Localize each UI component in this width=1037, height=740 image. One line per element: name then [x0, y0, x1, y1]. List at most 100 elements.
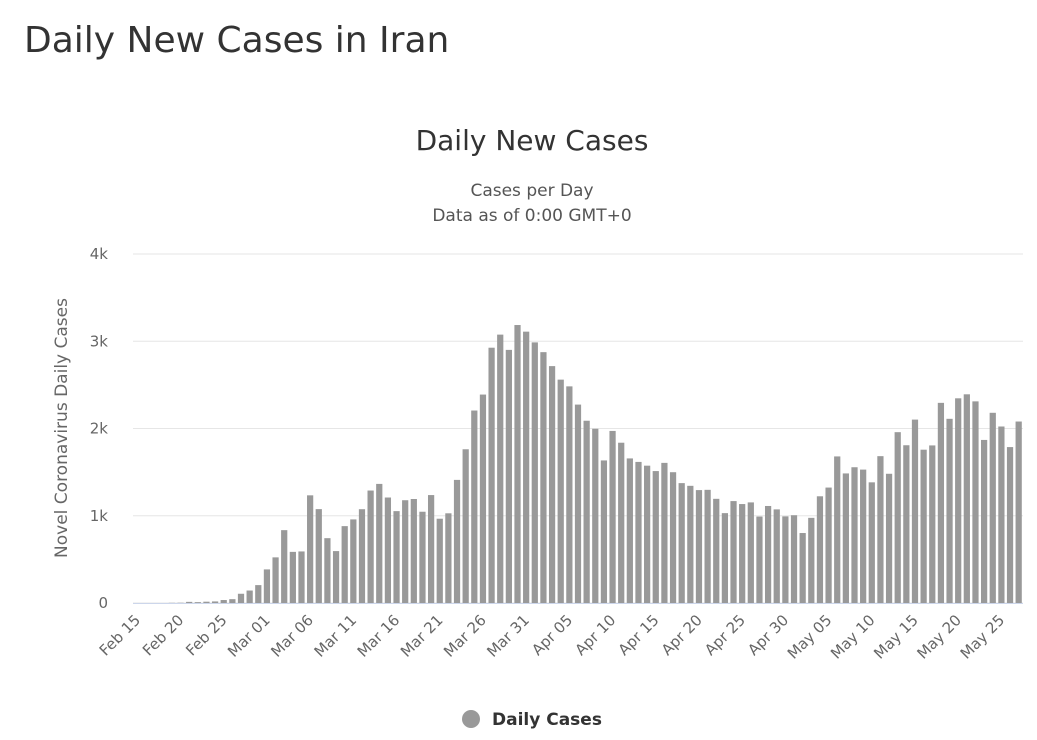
bar: [540, 352, 547, 603]
bar: [514, 325, 521, 603]
bar: [652, 471, 659, 603]
x-tick-label: Apr 10: [571, 611, 619, 659]
chart-title: Daily New Cases: [416, 124, 649, 157]
x-tick-label: May 15: [870, 611, 922, 663]
bar: [367, 490, 374, 603]
bar: [739, 504, 746, 603]
bar: [315, 509, 322, 603]
bar: [618, 442, 625, 603]
x-tick-label: Mar 26: [440, 611, 490, 661]
bar: [531, 342, 538, 603]
bar: [358, 509, 366, 603]
bar: [842, 473, 849, 603]
bar: [548, 366, 556, 603]
bar: [989, 412, 996, 603]
y-tick-label: 0: [98, 594, 108, 612]
bar: [376, 483, 383, 603]
legend-marker: [462, 710, 480, 728]
legend-label: Daily Cases: [492, 710, 602, 730]
bar: [929, 445, 936, 603]
bar: [497, 334, 504, 603]
bar: [687, 485, 694, 603]
x-tick-label: Feb 20: [139, 611, 187, 659]
bar: [255, 585, 262, 603]
x-tick-label: Feb 25: [182, 611, 230, 659]
bar: [669, 472, 677, 603]
x-tick-label: Apr 15: [615, 611, 663, 659]
bar: [1015, 421, 1022, 603]
x-tick-label: May 20: [913, 611, 965, 663]
x-tick-label: Mar 11: [311, 611, 361, 661]
subtitle: Data as of 0:00 GMT+0: [432, 206, 631, 226]
bar: [894, 432, 901, 603]
x-tick-label: Mar 16: [354, 611, 404, 661]
bar: [678, 483, 685, 603]
bar: [505, 349, 512, 603]
x-tick-label: Mar 01: [224, 611, 274, 661]
bar: [427, 495, 435, 603]
bar: [583, 420, 590, 603]
bar: [972, 401, 979, 603]
x-tick-label: Apr 05: [528, 611, 576, 659]
bar: [203, 601, 210, 603]
bar: [566, 386, 573, 603]
bar: [730, 501, 737, 603]
bar: [263, 569, 271, 603]
bar: [773, 509, 780, 603]
bar: [211, 601, 219, 603]
x-tick-label: Mar 06: [267, 611, 317, 661]
bar: [903, 445, 910, 603]
bar: [721, 513, 729, 603]
bar: [764, 505, 772, 603]
bar: [341, 526, 348, 603]
bar: [609, 430, 616, 603]
bar: [937, 402, 945, 603]
bar: [704, 489, 711, 603]
x-tick-label: May 25: [957, 611, 1009, 663]
bar: [557, 379, 564, 603]
y-tick-label: 4k: [90, 245, 109, 263]
bar: [462, 449, 469, 603]
bar: [920, 449, 927, 603]
bar: [1006, 447, 1014, 603]
bar: [790, 515, 798, 603]
bar: [981, 439, 988, 603]
bar: [877, 456, 884, 603]
x-tick-label: Apr 20: [658, 611, 706, 659]
bar: [799, 533, 806, 603]
bar: [436, 518, 443, 603]
y-tick-label: 2k: [90, 420, 109, 438]
bar: [626, 458, 633, 603]
bar: [488, 347, 495, 603]
bar: [393, 511, 400, 603]
bar: [410, 498, 417, 603]
y-tick-label: 1k: [90, 507, 109, 525]
bar: [445, 513, 452, 603]
y-axis-label: Novel Coronavirus Daily Cases: [52, 298, 72, 558]
bar: [332, 551, 340, 603]
bar: [851, 467, 858, 603]
bar: [635, 461, 642, 603]
bar: [756, 516, 763, 603]
bar: [747, 502, 754, 603]
bar: [419, 511, 426, 603]
page-title: Daily New Cases in Iran: [24, 20, 449, 61]
bar: [324, 538, 331, 603]
bar: [523, 331, 530, 603]
x-tick-label: May 05: [784, 611, 836, 663]
bar: [644, 465, 651, 603]
y-tick-label: 3k: [90, 332, 109, 350]
bar: [384, 497, 392, 603]
bar: [453, 479, 461, 603]
bar: [955, 398, 962, 603]
bar: [782, 516, 789, 603]
bar: [825, 487, 832, 603]
bar: [246, 590, 253, 603]
bar: [289, 551, 296, 603]
bar: [868, 482, 875, 603]
bar: [600, 460, 608, 603]
bar: [229, 599, 236, 603]
subtitle: Cases per Day: [470, 181, 593, 201]
